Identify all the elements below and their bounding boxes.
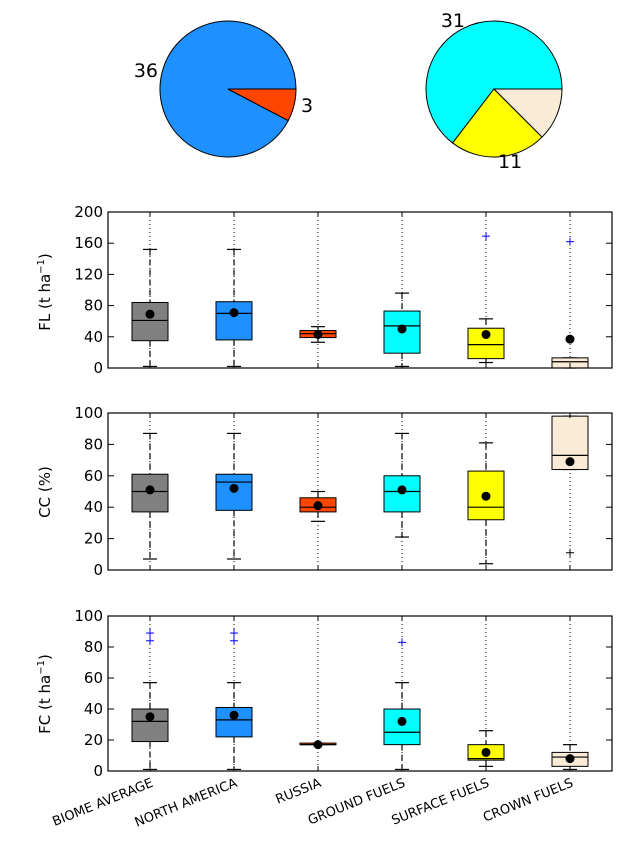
fc-box-3 [383, 708, 421, 746]
fc-ylabel: FC (t ha−1) [36, 654, 54, 734]
cc-mean-5 [565, 457, 575, 467]
cc-ylabel: CC (%) [36, 466, 54, 518]
cc-mean-0 [145, 485, 155, 495]
cc-box-group-5 [551, 415, 589, 557]
category-label-5: CROWN FUELS [481, 776, 575, 826]
cc-ytick-label-3: 60 [84, 467, 103, 485]
fc-ytick-label-2: 40 [84, 700, 103, 718]
fl-flier-5-0 [566, 237, 574, 246]
fl-ytick-label-5: 200 [74, 203, 103, 221]
fl-flier-4-0 [482, 232, 490, 241]
fc-mean-1 [229, 710, 239, 720]
fc-mean-4 [481, 747, 491, 757]
fl-ytick-label-3: 120 [74, 265, 103, 283]
cc-mean-4 [481, 491, 491, 501]
fl-box-1 [215, 301, 253, 341]
pie-fuels-label-1: 11 [498, 151, 522, 173]
pie-fuels-label-0: 31 [441, 10, 465, 32]
cc-box-3 [383, 475, 421, 513]
fc-box-group-1 [215, 629, 253, 771]
fl-mean-4 [481, 329, 491, 339]
fl-mean-2 [313, 329, 323, 339]
cc-box-group-2 [299, 490, 337, 522]
fc-mean-5 [565, 754, 575, 764]
cc-ytick-label-1: 20 [84, 530, 103, 548]
cc-box-group-4 [467, 442, 505, 565]
cc-mean-3 [397, 485, 407, 495]
fc-mean-2 [313, 740, 323, 750]
fc-flier-1-0 [230, 629, 238, 638]
boxplot-fl: 0 40 80 120 160 200 FL (t ha−1) [36, 203, 613, 377]
pie-0-slice-1 [227, 88, 297, 122]
fl-box-group-3 [383, 292, 421, 368]
fl-ytick-label-4: 160 [74, 234, 103, 252]
fc-box-group-3 [383, 638, 421, 771]
pie-0-slice-0 [159, 20, 297, 158]
fc-box-group-2 [299, 740, 337, 750]
cc-ytick-label-2: 40 [84, 498, 103, 516]
fl-mean-5 [565, 334, 575, 344]
fl-box-group-0 [131, 248, 169, 368]
cc-ytick-label-4: 80 [84, 435, 103, 453]
fl-ylabel: FL (t ha−1) [36, 253, 54, 331]
cc-ytick-label-5: 100 [74, 404, 103, 422]
pie-1-slice-1 [451, 88, 543, 158]
fc-flier-1-1 [230, 636, 238, 645]
category-label-2: RUSSIA [274, 776, 324, 808]
fc-flier-0-0 [146, 629, 154, 638]
cc-flier-5-0 [566, 548, 574, 557]
cc-frame [107, 412, 613, 571]
boxplot-fc: 0 20 40 60 80 100 FC (t ha−1) [36, 607, 613, 780]
fc-frame [107, 615, 613, 772]
fc-ytick-label-5: 100 [74, 607, 103, 625]
cc-mean-2 [313, 501, 323, 511]
fl-mean-3 [397, 324, 407, 334]
fl-ytick-label-1: 40 [84, 328, 103, 346]
fl-box-group-2 [299, 326, 337, 343]
fc-box-group-4 [467, 730, 505, 767]
fc-box-group-0 [131, 629, 169, 771]
pie-regions-label-0: 36 [134, 60, 158, 82]
pie-regions: 36 3 [134, 20, 313, 158]
fl-mean-1 [229, 308, 239, 318]
pie-1-slice-0 [425, 20, 563, 144]
fc-ytick-label-4: 80 [84, 638, 103, 656]
cc-box-group-3 [383, 432, 421, 538]
pie-1-slice-2 [492, 88, 563, 138]
cc-box-group-1 [215, 432, 253, 560]
pie-regions-label-1: 3 [301, 95, 313, 117]
cc-box-group-0 [131, 432, 169, 560]
fl-box-group-4 [467, 232, 505, 364]
fc-ytick-label-3: 60 [84, 669, 103, 687]
fc-ytick-label-0: 0 [93, 762, 103, 780]
fl-ytick-label-0: 0 [93, 359, 103, 377]
fl-frame [107, 211, 613, 369]
fc-flier-0-1 [146, 636, 154, 645]
fc-flier-3-0 [398, 638, 406, 647]
pie-fuels: 31 11 [425, 10, 563, 173]
cc-mean-1 [229, 483, 239, 493]
fc-mean-0 [145, 712, 155, 722]
fc-mean-3 [397, 716, 407, 726]
fc-box-group-5 [551, 744, 589, 771]
boxplot-cc: 0 20 40 60 80 100 CC (%) [36, 404, 613, 579]
fl-ytick-label-2: 80 [84, 297, 103, 315]
cc-ytick-label-0: 0 [93, 561, 103, 579]
fl-box-0 [131, 301, 169, 342]
fl-box-group-1 [215, 248, 253, 368]
fc-ytick-label-1: 20 [84, 731, 103, 749]
fl-mean-0 [145, 309, 155, 319]
